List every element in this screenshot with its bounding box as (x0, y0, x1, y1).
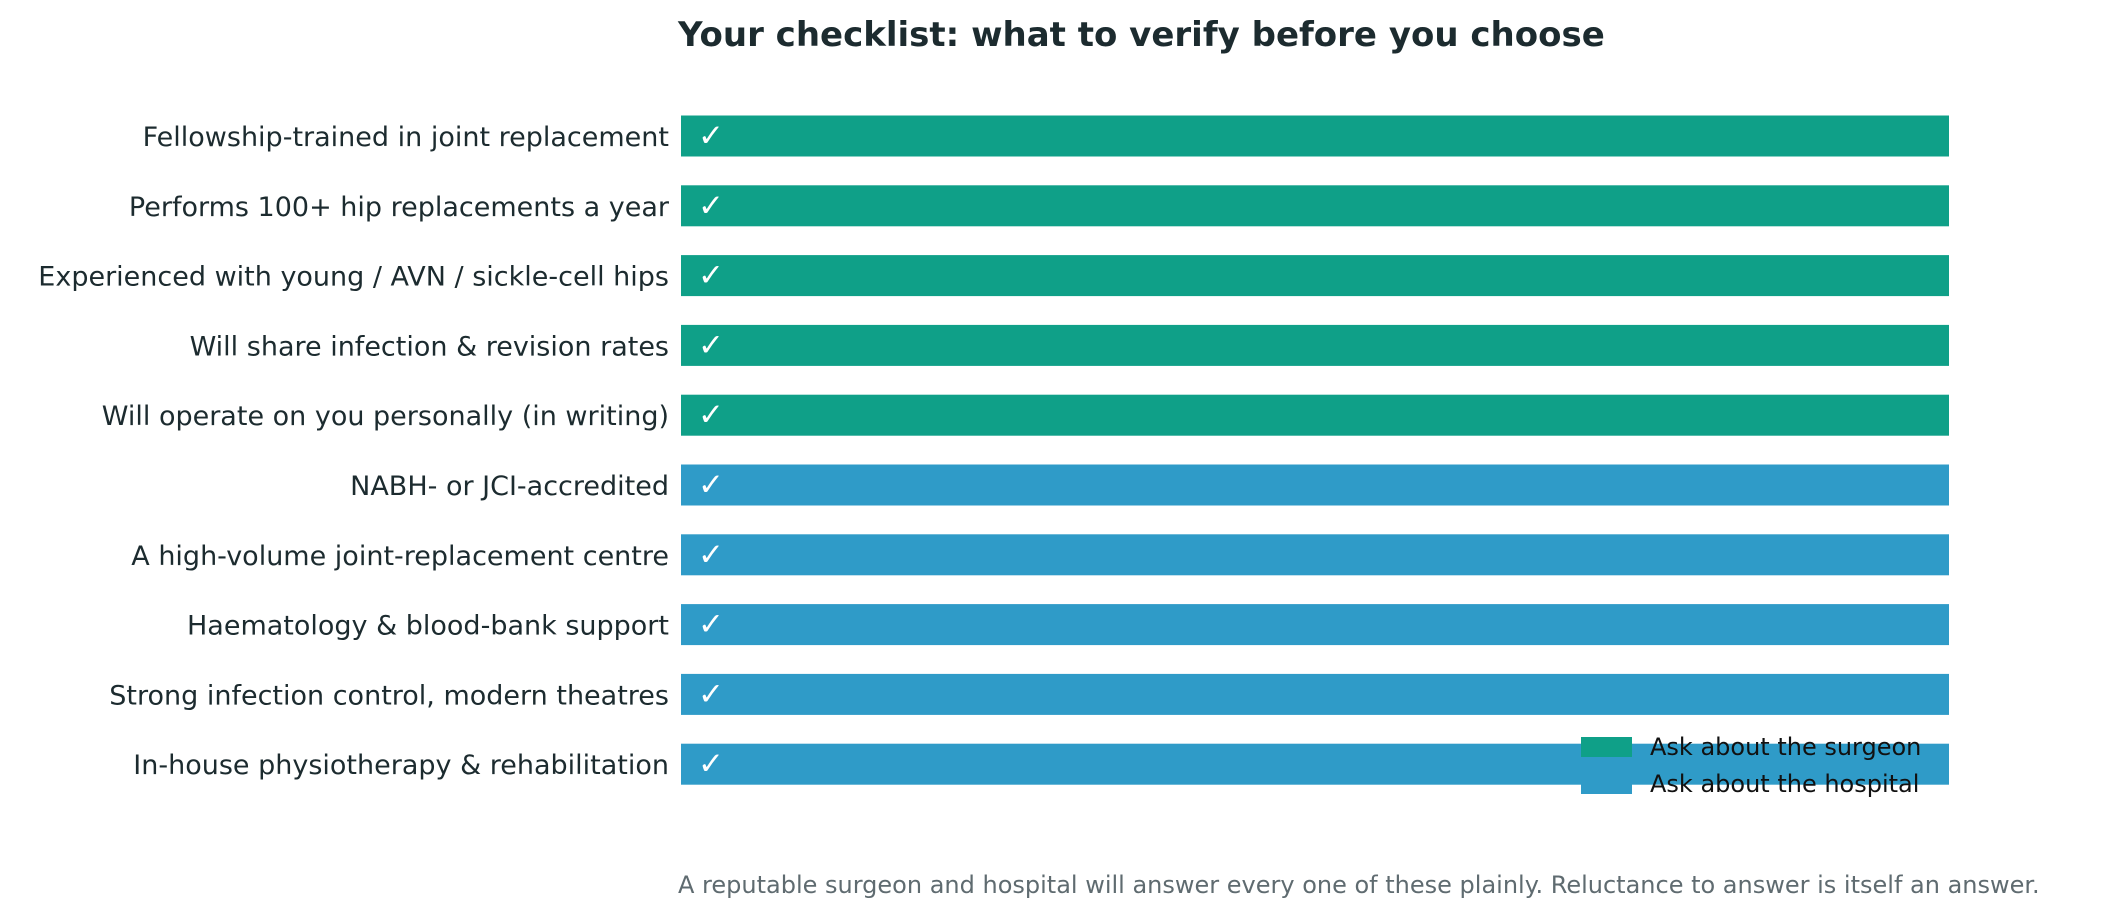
check-mark-label: ✓ (698, 188, 724, 224)
check-mark-label: ✓ (698, 397, 724, 433)
bar (681, 394, 1949, 436)
check-mark-label: ✓ (698, 327, 724, 363)
bar (681, 185, 1949, 227)
check-mark-label: ✓ (698, 537, 724, 573)
bar-check-labels: ✓ ✓ ✓ ✓ ✓ ✓ ✓ ✓ ✓ ✓ (698, 118, 724, 782)
bar (681, 464, 1949, 506)
category-label: Experienced with young / AVN / sickle-ce… (38, 262, 669, 293)
bar (681, 743, 1949, 785)
legend-swatch (1581, 737, 1632, 757)
bar (681, 255, 1949, 297)
bar (681, 604, 1949, 646)
bar (681, 324, 1949, 366)
check-mark-label: ✓ (698, 746, 724, 782)
bar (681, 115, 1949, 157)
check-mark-label: ✓ (698, 676, 724, 712)
bars-group (681, 115, 1949, 785)
bar (681, 534, 1949, 576)
legend-label: Ask about the surgeon (1650, 733, 1921, 761)
footnote: A reputable surgeon and hospital will an… (678, 871, 2040, 899)
category-label: NABH- or JCI-accredited (350, 471, 669, 502)
category-label: Will share infection & revision rates (190, 331, 669, 362)
check-mark-label: ✓ (698, 607, 724, 643)
legend-swatch (1581, 774, 1632, 794)
category-labels: Fellowship-trained in joint replacement P… (38, 122, 670, 781)
category-label: Performs 100+ hip replacements a year (129, 192, 670, 223)
check-mark-label: ✓ (698, 467, 724, 503)
bar (681, 673, 1949, 715)
check-mark-label: ✓ (698, 118, 724, 154)
chart-title: Your checklist: what to verify before yo… (677, 15, 1605, 55)
legend-label: Ask about the hospital (1650, 770, 1919, 798)
category-label: Haematology & blood-bank support (187, 611, 669, 642)
legend: Ask about the surgeon Ask about the hospi… (1581, 733, 1921, 798)
category-label: Strong infection control, modern theatre… (109, 680, 669, 711)
category-label: Fellowship-trained in joint replacement (143, 122, 669, 153)
check-mark-label: ✓ (698, 258, 724, 294)
category-label: Will operate on you personally (in writi… (102, 401, 669, 432)
category-label: In-house physiotherapy & rehabilitation (133, 750, 669, 781)
category-label: A high-volume joint-replacement centre (131, 541, 669, 572)
